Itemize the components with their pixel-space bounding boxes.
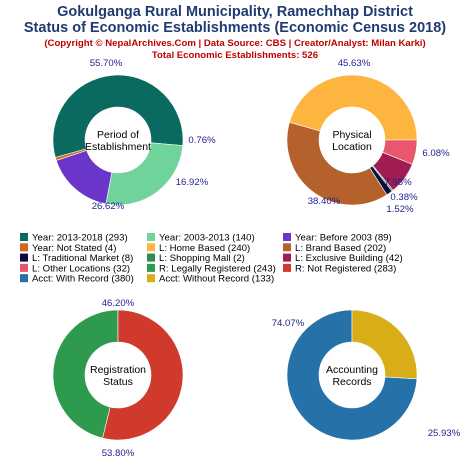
percent-label: 25.93% bbox=[428, 428, 461, 439]
slice-r-legally-registered bbox=[52, 309, 119, 439]
slice-r-not-registered bbox=[102, 309, 184, 441]
legend-item: Year: 2003-2013 (140) bbox=[147, 233, 255, 244]
legend-swatch bbox=[20, 253, 28, 262]
legend-swatch bbox=[20, 263, 28, 272]
percent-label: 74.07% bbox=[272, 318, 305, 329]
percent-label: 26.62% bbox=[92, 201, 125, 212]
legend-item: L: Home Based (240) bbox=[147, 243, 250, 254]
legend-label: L: Other Locations (32) bbox=[32, 263, 130, 274]
percent-label: 55.70% bbox=[90, 58, 123, 69]
slice-year-2013-2018 bbox=[52, 74, 184, 158]
legend-label: R: Legally Registered (243) bbox=[159, 263, 276, 274]
legend-swatch bbox=[20, 274, 28, 283]
legend-swatch bbox=[283, 233, 291, 241]
legend-item: R: Not Registered (283) bbox=[283, 263, 396, 274]
legend-swatch bbox=[147, 274, 155, 283]
legend-swatch bbox=[147, 233, 155, 241]
center-label-line: Physical bbox=[332, 129, 371, 141]
legend-item: L: Other Locations (32) bbox=[20, 263, 130, 274]
legend-label: Year: Not Stated (4) bbox=[32, 243, 116, 254]
center-label-line: Period of bbox=[97, 129, 139, 141]
center-label-line: Status bbox=[103, 376, 133, 388]
center-label-line: Records bbox=[332, 376, 371, 388]
legend-label: Acct: Without Record (133) bbox=[159, 274, 274, 285]
legend-swatch bbox=[147, 263, 155, 272]
legend: Year: 2013-2018 (293) Year: 2003-2013 (14… bbox=[20, 233, 403, 285]
legend-item: R: Legally Registered (243) bbox=[147, 263, 276, 274]
center-label-line: Location bbox=[332, 141, 372, 153]
legend-swatch bbox=[283, 263, 291, 272]
legend-label: R: Not Registered (283) bbox=[295, 263, 396, 274]
legend-swatch bbox=[147, 243, 155, 252]
legend-label: Year: 2013-2018 (293) bbox=[32, 233, 128, 244]
chart-title-line-2: Status of Economic Establishments (Econo… bbox=[24, 20, 446, 36]
percent-label: 38.40% bbox=[308, 196, 341, 207]
percent-label: 46.20% bbox=[102, 298, 135, 309]
legend-item: L: Shopping Mall (2) bbox=[147, 253, 245, 264]
legend-label: Year: 2003-2013 (140) bbox=[159, 233, 255, 244]
legend-item: Acct: With Record (380) bbox=[20, 274, 134, 285]
slice-l-brand-based bbox=[286, 121, 388, 206]
center-label-line: Accounting bbox=[326, 364, 378, 376]
percent-label: 7.98% bbox=[384, 177, 412, 188]
percent-label: 1.52% bbox=[386, 204, 414, 215]
legend-swatch bbox=[147, 253, 155, 262]
slice-acct-with-record bbox=[286, 309, 418, 441]
chart-title-line-1: Gokulganga Rural Municipality, Ramechhap… bbox=[57, 4, 413, 20]
percent-label: 0.76% bbox=[188, 135, 216, 146]
percent-label: 6.08% bbox=[422, 148, 450, 159]
legend-item: L: Exclusive Building (42) bbox=[283, 253, 403, 264]
legend-label: Year: Before 2003 (89) bbox=[295, 233, 392, 244]
legend-item: L: Traditional Market (8) bbox=[20, 253, 133, 264]
legend-item: L: Brand Based (202) bbox=[283, 243, 386, 254]
slice-l-home-based bbox=[289, 74, 418, 141]
slice-year-2003-2013 bbox=[105, 142, 184, 206]
slice-acct-without-record bbox=[351, 309, 418, 380]
percent-label: 16.92% bbox=[176, 177, 209, 188]
percent-label: 45.63% bbox=[338, 58, 371, 69]
slice-year-not-stated bbox=[55, 148, 88, 161]
legend-swatch bbox=[20, 233, 28, 241]
legend-label: L: Home Based (240) bbox=[159, 243, 250, 254]
legend-label: L: Brand Based (202) bbox=[295, 243, 386, 254]
center-label-line: Registration bbox=[90, 364, 146, 376]
legend-item: Year: Before 2003 (89) bbox=[283, 233, 392, 244]
center-label-line: Establishment bbox=[85, 141, 151, 153]
total-establishments: Total Economic Establishments: 526 bbox=[152, 50, 318, 61]
legend-label: L: Traditional Market (8) bbox=[32, 253, 133, 264]
copyright-note: (Copyright © NepalArchives.Com | Data So… bbox=[44, 38, 425, 49]
slice-l-other-locations bbox=[382, 139, 418, 165]
slice-year-before-2003 bbox=[55, 150, 113, 205]
legend-item: Acct: Without Record (133) bbox=[147, 274, 274, 285]
legend-item: Year: Not Stated (4) bbox=[20, 243, 116, 254]
legend-swatch bbox=[20, 243, 28, 252]
percent-label: 53.80% bbox=[102, 448, 135, 459]
legend-swatch bbox=[283, 253, 291, 262]
legend-label: L: Exclusive Building (42) bbox=[295, 253, 403, 264]
legend-swatch bbox=[283, 243, 291, 252]
percent-label: 0.38% bbox=[390, 192, 418, 203]
legend-label: Acct: With Record (380) bbox=[32, 274, 134, 285]
legend-item: Year: 2013-2018 (293) bbox=[20, 233, 128, 244]
legend-label: L: Shopping Mall (2) bbox=[159, 253, 245, 264]
